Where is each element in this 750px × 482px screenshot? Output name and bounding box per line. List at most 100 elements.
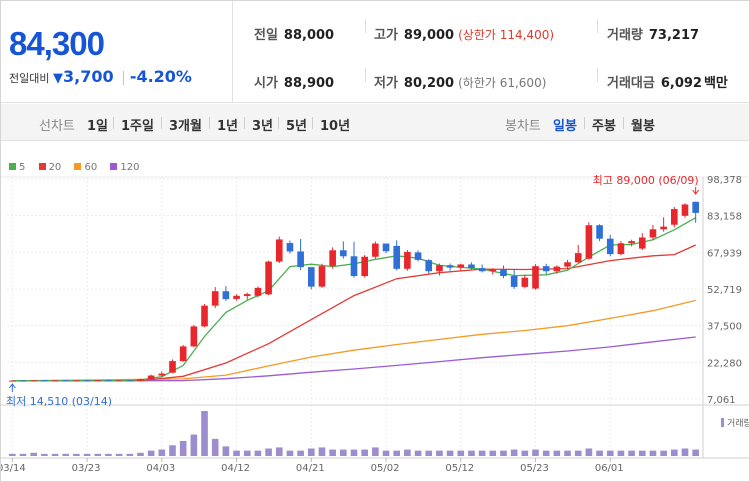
volume-bar bbox=[233, 450, 240, 456]
candle-body bbox=[137, 379, 144, 381]
candle-body bbox=[564, 262, 571, 267]
y-tick-label: 98,378 bbox=[707, 175, 742, 186]
chart-type-tabs: 선차트 1일 1주일 3개월 1년 3년 5년 10년 봉차트 일봉 주봉 월봉 bbox=[1, 104, 749, 141]
candle-body bbox=[617, 243, 625, 255]
tab-period-1y[interactable]: 1년 bbox=[217, 119, 239, 134]
candle-body bbox=[297, 251, 304, 268]
divider bbox=[365, 68, 366, 82]
tab-line-chart[interactable]: 선차트 bbox=[39, 119, 75, 134]
candle-body bbox=[19, 380, 27, 382]
volume-bar bbox=[382, 450, 390, 456]
ma20-line bbox=[12, 244, 696, 382]
legend-swatch bbox=[9, 163, 16, 170]
candle-body bbox=[468, 264, 475, 269]
down-arrow-icon: ▼ bbox=[52, 71, 63, 86]
volume-bar bbox=[660, 450, 667, 456]
candle-body bbox=[307, 267, 315, 287]
candle-body bbox=[286, 243, 294, 252]
candle-body bbox=[596, 225, 603, 239]
tab-period-10y[interactable]: 10년 bbox=[320, 119, 351, 134]
volume-bar bbox=[105, 453, 112, 456]
volume-bar bbox=[201, 411, 208, 456]
volume-bar bbox=[585, 448, 593, 456]
stat-open: 시가 88,900 bbox=[254, 76, 335, 91]
volume-bar bbox=[542, 450, 550, 456]
x-tick-label: 05/12 bbox=[445, 463, 474, 474]
candle-body bbox=[532, 266, 539, 289]
volume-bar bbox=[190, 434, 198, 456]
divider bbox=[278, 117, 279, 129]
volume-bar bbox=[468, 450, 475, 456]
tab-period-3m[interactable]: 3개월 bbox=[169, 119, 202, 134]
candle-body bbox=[265, 261, 272, 295]
candle-body bbox=[350, 256, 358, 277]
candle-body bbox=[414, 252, 422, 260]
change-rate: -4.20% bbox=[129, 67, 192, 86]
candle-body bbox=[628, 241, 635, 244]
candle-body bbox=[681, 204, 689, 216]
divider bbox=[597, 19, 598, 33]
volume-bar bbox=[83, 453, 91, 456]
high-arrow-head bbox=[692, 189, 700, 195]
y-tick-label: 7,061 bbox=[707, 395, 736, 406]
candle-body bbox=[211, 291, 219, 306]
volume-bar bbox=[222, 446, 230, 456]
ma120-line bbox=[12, 336, 696, 382]
volume-bar bbox=[41, 453, 48, 456]
tab-period-5y[interactable]: 5년 bbox=[286, 119, 308, 134]
tab-monthly[interactable]: 월봉 bbox=[631, 119, 655, 134]
candle-body bbox=[382, 243, 390, 252]
tab-period-1d[interactable]: 1일 bbox=[87, 119, 109, 134]
candle-body bbox=[9, 380, 16, 382]
x-tick-label: 04/12 bbox=[221, 463, 250, 474]
volume-bar bbox=[297, 450, 304, 456]
candle-body bbox=[489, 269, 497, 272]
divider bbox=[209, 117, 210, 129]
candle-body bbox=[340, 250, 347, 257]
legend-swatch bbox=[74, 163, 82, 170]
volume-bar bbox=[521, 450, 529, 456]
volume-bar bbox=[286, 450, 294, 456]
candle-body bbox=[41, 380, 48, 382]
candle-body bbox=[574, 253, 582, 263]
volume-bar bbox=[574, 450, 582, 456]
volume-bar bbox=[115, 453, 123, 456]
volume-bar bbox=[94, 453, 102, 456]
volume-bar bbox=[126, 453, 134, 456]
candle-body bbox=[660, 226, 667, 230]
candle-body bbox=[510, 276, 518, 287]
volume-bar bbox=[329, 449, 336, 456]
volume-bar bbox=[649, 450, 657, 456]
candle-body bbox=[275, 239, 283, 262]
candle-body bbox=[372, 243, 379, 257]
tab-period-1w[interactable]: 1주일 bbox=[121, 119, 154, 134]
candle-body bbox=[585, 225, 593, 259]
candle-body bbox=[393, 245, 401, 269]
volume-bar bbox=[596, 450, 603, 456]
tab-candle-chart[interactable]: 봉차트 bbox=[505, 119, 541, 134]
x-tick-label: 03/23 bbox=[72, 463, 101, 474]
tab-period-3y[interactable]: 3년 bbox=[252, 119, 274, 134]
candle-body bbox=[521, 277, 529, 287]
stat-prev-close: 전일 88,000 bbox=[254, 28, 335, 43]
volume-bar bbox=[19, 453, 27, 456]
tab-daily[interactable]: 일봉 bbox=[553, 119, 577, 134]
volume-bar bbox=[393, 450, 401, 456]
volume-bar bbox=[318, 447, 326, 456]
candle-body bbox=[115, 380, 123, 382]
stat-volume: 거래량 73,217 bbox=[607, 28, 700, 43]
volume-bar bbox=[51, 453, 59, 456]
candle-body bbox=[158, 373, 166, 376]
tab-weekly[interactable]: 주봉 bbox=[592, 119, 616, 134]
candle-body bbox=[94, 380, 102, 382]
price-header: 84,300 전일대비 ▼3,700 | -4.20% 전일 88,000 고가 89… bbox=[1, 1, 749, 103]
candle-body bbox=[254, 287, 262, 296]
volume-bar bbox=[414, 450, 422, 456]
volume-bar bbox=[404, 449, 411, 456]
candle-body bbox=[436, 265, 443, 272]
candle-body bbox=[147, 375, 155, 380]
volume-bar bbox=[457, 450, 465, 456]
volume-bar bbox=[553, 450, 561, 456]
candle-body bbox=[243, 294, 251, 297]
